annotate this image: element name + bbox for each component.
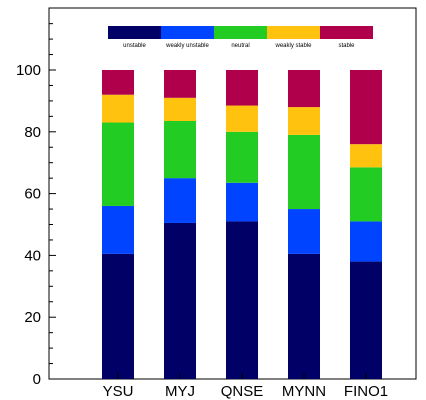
bar-segment-qnse-weakly-unstable [226,182,258,222]
bar-segment-myj-weakly-unstable [164,178,196,223]
x-category-label: MYJ [165,383,195,400]
bar-segment-fino1-stable [350,70,382,145]
bar-segment-fino1-unstable [350,261,382,379]
bar-segment-ysu-unstable [102,253,134,379]
bar-segment-fino1-weakly-stable [350,144,382,168]
x-axis: YSU MYJ QNSE MYNN FINO1 [103,373,388,400]
y-axis: 0 20 40 60 80 100 [16,23,56,388]
bar-segment-mynn-weakly-stable [288,107,320,135]
legend-label: unstable [123,43,146,49]
bar-segment-qnse-weakly-stable [226,105,258,132]
bar-segment-fino1-neutral [350,167,382,222]
bar-segment-mynn-stable [288,70,320,108]
x-category-label: FINO1 [344,383,388,400]
legend-swatch-neutral [214,26,267,39]
bar-segment-myj-unstable [164,222,196,379]
bar-segment-fino1-weakly-unstable [350,221,382,262]
bar-segment-myj-neutral [164,120,196,179]
y-tick-label: 0 [33,371,41,388]
y-tick-label: 20 [24,309,41,326]
bar-segment-qnse-neutral [226,131,258,183]
bar-segment-ysu-weakly-unstable [102,205,134,254]
bar-segment-mynn-weakly-unstable [288,209,320,254]
legend-label: neutral [231,43,249,49]
legend-label: weakly unstable [165,43,209,49]
legend-label: weakly stable [274,43,312,49]
bar-segment-ysu-weakly-stable [102,94,134,123]
bar-segment-mynn-unstable [288,253,320,379]
bar-segment-ysu-neutral [102,122,134,206]
bar-segment-qnse-stable [226,70,258,106]
legend-swatch-weakly-unstable [161,26,214,39]
legend-swatch-weakly-stable [267,26,320,39]
x-category-label: YSU [103,383,134,400]
y-tick-label: 40 [24,247,41,264]
legend-swatch-stable [320,26,373,39]
bar-segment-ysu-stable [102,70,134,95]
x-category-label: MYNN [282,383,326,400]
x-category-label: QNSE [221,383,264,400]
bar-segment-myj-weakly-stable [164,97,196,121]
bar-segment-qnse-unstable [226,221,258,379]
y-tick-label: 100 [16,62,41,79]
legend: unstable weakly unstable neutral weakly sta… [108,26,373,49]
bar-segment-mynn-neutral [288,134,320,210]
legend-label: stable [338,43,355,49]
bar-segment-myj-stable [164,70,196,98]
y-tick-label: 80 [24,124,41,141]
legend-swatch-unstable [108,26,161,39]
bars-group [102,70,382,379]
y-tick-label: 60 [24,186,41,203]
